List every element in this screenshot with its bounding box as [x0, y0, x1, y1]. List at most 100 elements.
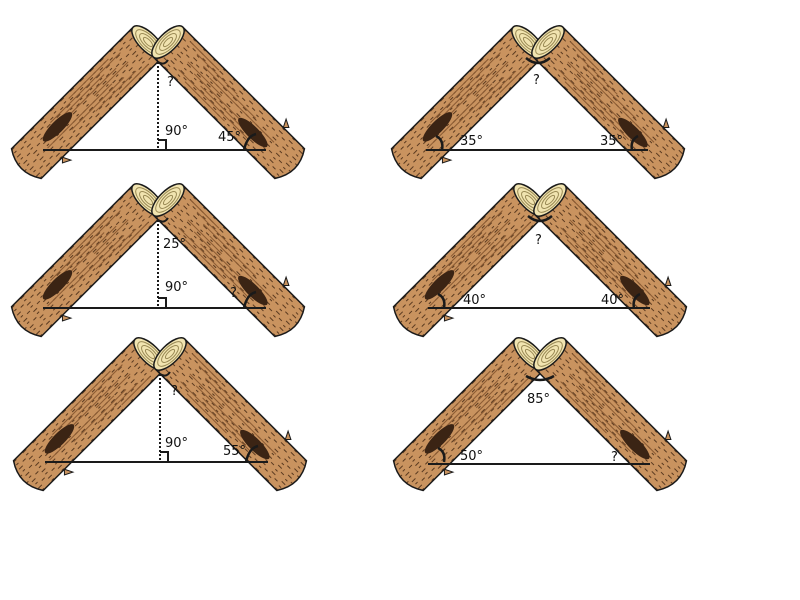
problem-4: ? 40° 40° [392, 183, 688, 338]
bark-streak [432, 364, 503, 435]
bark-streak [193, 231, 241, 279]
bark-streak [178, 227, 249, 298]
bark-streak [564, 81, 605, 122]
knot-hole [422, 112, 453, 142]
branch-stub [441, 156, 453, 164]
bark-streak [449, 67, 497, 115]
bark-streak [585, 223, 639, 277]
bark-streak [451, 77, 505, 131]
bark-streak [430, 52, 501, 123]
knot-hole [620, 429, 650, 460]
log-body [10, 26, 164, 180]
problem-2: ? 35° 35° [390, 25, 686, 180]
log-body [12, 338, 166, 492]
log-pair [392, 337, 688, 492]
bark-streak [193, 73, 241, 121]
tree-ring [541, 191, 559, 209]
top-angle-arc [159, 371, 171, 377]
bark-streak [178, 69, 249, 140]
left-angle-label: 35° [460, 134, 483, 149]
branch-stub [282, 117, 290, 129]
left-angle-arc [435, 134, 444, 151]
bark-streak [187, 61, 223, 97]
bark-streak [68, 216, 109, 257]
tree-ring [155, 29, 181, 55]
bark-streak [569, 373, 605, 409]
log-body [154, 338, 308, 492]
tree-ring [524, 348, 536, 360]
right-angle-arc [632, 292, 641, 309]
bark-streak [591, 389, 657, 455]
bark-streak [560, 381, 631, 452]
bark-streak [69, 225, 117, 273]
top-angle-arc [157, 59, 169, 65]
bark-streak [450, 370, 491, 411]
bark-streak [450, 216, 491, 257]
tree-ring [164, 348, 176, 360]
base-angle-arc [244, 444, 259, 463]
branch-stub [664, 275, 672, 287]
right-angle-arc [630, 134, 639, 151]
left-log [10, 183, 165, 338]
bark-streak [501, 376, 531, 406]
problem-1: ? 90° 45° [10, 25, 306, 180]
right-angle-label: 90° [165, 436, 188, 451]
base-angle-arc [242, 290, 257, 309]
knot-hole [238, 275, 268, 306]
right-angle-label: 90° [165, 124, 188, 139]
left-log [392, 337, 547, 492]
branch-stub [61, 156, 73, 164]
bark-streak [95, 373, 131, 409]
bark-streak [95, 228, 137, 270]
log-body [392, 338, 546, 492]
log-pair [390, 25, 686, 180]
bark-streak [184, 81, 225, 122]
bark-streak [50, 210, 121, 281]
branch-stub [284, 429, 292, 441]
bark-streak [52, 364, 123, 435]
bark-streak [209, 77, 275, 143]
log-body [534, 338, 688, 492]
base-angle-label: ? [230, 286, 237, 301]
bark-streak [50, 52, 121, 123]
knot-hole [424, 424, 455, 454]
bark-streak [119, 64, 149, 94]
tree-ring [142, 36, 154, 48]
bark-streak [572, 353, 602, 383]
branch-stub [662, 117, 670, 129]
left-angle-arc [437, 292, 446, 309]
left-log [392, 183, 547, 338]
log-body [152, 26, 306, 180]
bark-streak [71, 379, 119, 427]
tree-ring [161, 345, 179, 363]
top-angle-label: 25° [163, 237, 186, 252]
knot-hole [42, 270, 73, 300]
tree-ring [542, 36, 554, 48]
tree-ring [522, 36, 534, 48]
knot-hole [618, 117, 648, 148]
bark-streak [569, 219, 605, 255]
bark-streak [589, 77, 655, 143]
bark-streak [566, 239, 607, 280]
bark-streak [121, 376, 151, 406]
right-log [531, 25, 686, 180]
bark-streak [184, 239, 225, 280]
bark-streak [578, 211, 620, 253]
bark-streak [97, 382, 139, 424]
bark-streak [196, 53, 238, 95]
bark-streak [69, 67, 117, 115]
bark-streak [209, 235, 275, 301]
tree-ring [537, 187, 563, 213]
top-angle-label: ? [171, 384, 178, 399]
bark-streak [499, 64, 529, 94]
bark-streak [475, 373, 511, 409]
top-angle-arc [157, 217, 169, 223]
problem-3: 25° 90° ? [10, 183, 306, 338]
tree-ring [539, 33, 557, 51]
bark-streak [432, 210, 503, 281]
base-angle-label: 55° [223, 444, 246, 459]
apex-angle-arc [527, 215, 553, 223]
knot-hole [42, 112, 73, 142]
branch-stub [282, 275, 290, 287]
log-body [390, 26, 544, 180]
